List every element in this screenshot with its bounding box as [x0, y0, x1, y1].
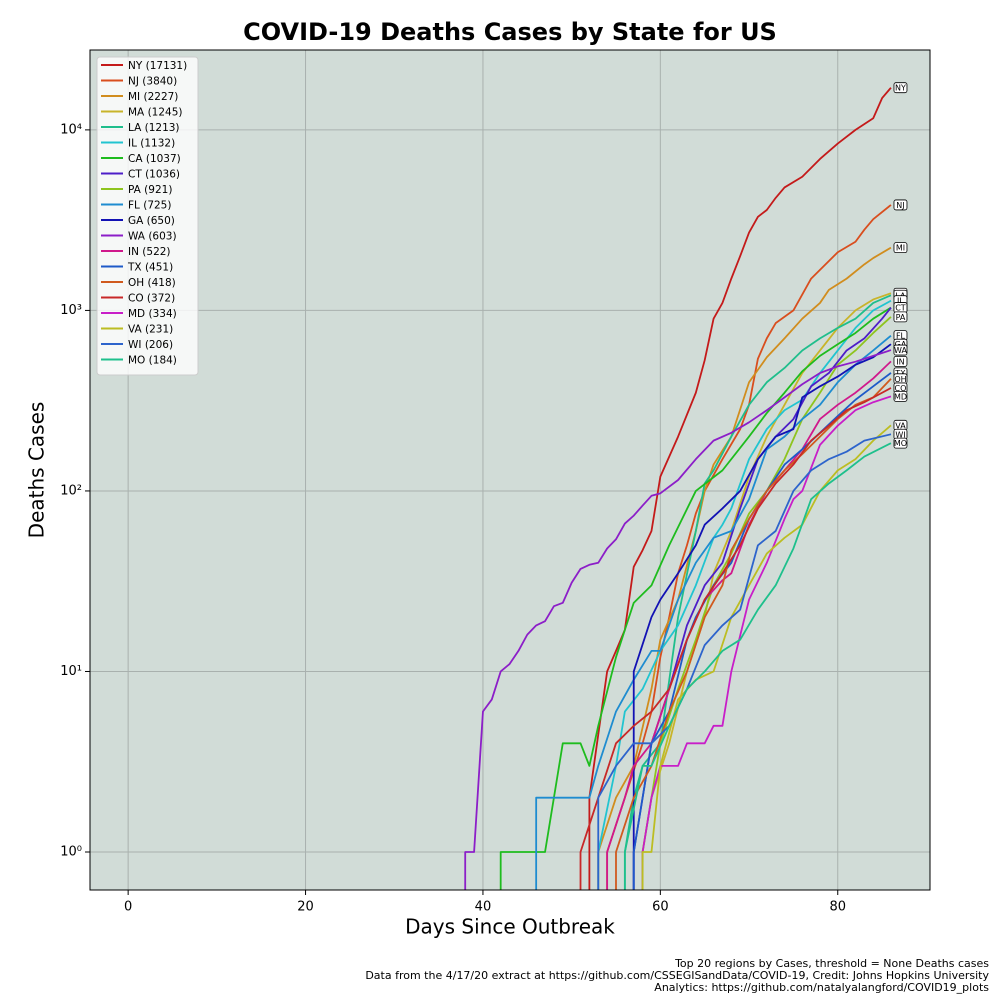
- legend-label: IN (522): [128, 246, 171, 258]
- end-label-text: MO: [894, 439, 907, 448]
- axes: 0 20 40 60 80 10⁰ 10¹ 10² 10³ 10⁴: [60, 122, 846, 914]
- end-label-text: CT: [895, 304, 906, 313]
- plot-background: [90, 50, 930, 890]
- end-label: FL: [893, 330, 908, 342]
- series-line: [606, 360, 892, 890]
- end-label-text: IN: [896, 357, 904, 366]
- end-labels: NYNJMIMALAILCACTPAFLGAWAINTXOHCOMDVAWIMO: [893, 82, 908, 449]
- end-label-text: MD: [894, 392, 907, 401]
- y-tick-label: 10²: [60, 483, 82, 498]
- series-line: [641, 316, 892, 890]
- series-line: [615, 378, 892, 890]
- end-label-text: TX: [894, 369, 906, 378]
- end-label-text: VA: [895, 421, 906, 430]
- legend-label: MI (2227): [128, 91, 178, 103]
- legend-label: VA (231): [128, 324, 173, 336]
- legend-label: MD (334): [128, 308, 177, 320]
- end-label-box: [893, 199, 908, 211]
- plot-frame: [89, 49, 931, 891]
- end-label: PA: [893, 311, 908, 323]
- legend-label: WA (603): [128, 231, 177, 243]
- y-tick-label: 10¹: [60, 664, 82, 679]
- end-label-box: [893, 82, 908, 94]
- series-line: [623, 442, 892, 890]
- series-line: [632, 343, 892, 890]
- end-label-text: OH: [894, 375, 906, 384]
- footnote: Analytics: https://github.com/natalyalan…: [654, 981, 989, 994]
- end-label: NJ: [893, 199, 908, 211]
- series-line: [606, 204, 892, 890]
- legend-label: MO (184): [128, 355, 177, 367]
- legend-label: LA (1213): [128, 122, 180, 134]
- end-label: WI: [893, 428, 908, 440]
- y-axis-label: Deaths Cases: [25, 402, 49, 539]
- end-label: NY: [893, 82, 908, 94]
- legend-label: CO (372): [128, 293, 175, 305]
- y-tick-label: 10⁰: [60, 845, 82, 860]
- x-tick-label: 80: [829, 900, 846, 915]
- end-label-text: PA: [896, 313, 906, 322]
- series-line: [464, 349, 892, 890]
- end-label: MD: [893, 390, 908, 402]
- x-tick-label: 20: [297, 900, 314, 915]
- end-label: VA: [893, 419, 908, 431]
- x-axis-label: Days Since Outbreak: [405, 915, 615, 939]
- legend-label: CA (1037): [128, 153, 181, 165]
- end-label-text: WA: [894, 346, 907, 355]
- legend-label: OH (418): [128, 277, 176, 289]
- legend-label: NY (17131): [128, 60, 187, 72]
- end-label-box: [893, 437, 908, 449]
- end-label-text: CO: [895, 384, 907, 393]
- x-tick-label: 0: [124, 900, 132, 915]
- end-label: WA: [893, 344, 908, 356]
- series-line: [588, 87, 892, 890]
- end-label: OH: [893, 373, 908, 385]
- legend-box: [96, 56, 199, 376]
- end-label-text: WI: [895, 430, 905, 439]
- legend-label: CT (1036): [128, 169, 180, 181]
- end-label-box: [893, 242, 908, 254]
- footnote: Data from the 4/17/20 extract at https:/…: [365, 969, 989, 982]
- footnote: Top 20 regions by Cases, threshold = Non…: [674, 957, 989, 970]
- series-line: [597, 433, 892, 890]
- series-line: [597, 299, 892, 890]
- legend-label: TX (451): [127, 262, 173, 274]
- y-tick-label: 10³: [60, 303, 82, 318]
- series-line: [499, 306, 892, 890]
- legend: NY (17131) NJ (3840) MI (2227) MA (1245) LA …: [96, 56, 199, 376]
- legend-label: FL (725): [128, 200, 171, 212]
- end-label: CT: [893, 302, 908, 314]
- x-tick-label: 40: [475, 900, 492, 915]
- series-line: [579, 387, 892, 890]
- end-label-box: [893, 311, 908, 323]
- legend-label: GA (650): [128, 215, 175, 227]
- end-label-text: NJ: [896, 201, 904, 210]
- legend-label: MA (1245): [128, 107, 183, 119]
- legend-label: PA (921): [128, 184, 172, 196]
- y-tick-label: 10⁴: [60, 122, 82, 137]
- end-label: MI: [893, 242, 908, 254]
- end-label-text: NY: [895, 84, 906, 93]
- end-label-text: MI: [896, 244, 905, 253]
- series-line: [535, 334, 892, 890]
- x-tick-label: 60: [652, 900, 669, 915]
- end-label-text: FL: [896, 332, 906, 341]
- series-line: [641, 424, 892, 890]
- end-label-box: [893, 355, 908, 367]
- legend-label: IL (1132): [128, 138, 175, 150]
- end-label: MO: [893, 437, 908, 449]
- end-label-box: [893, 390, 908, 402]
- legend-label: NJ (3840): [128, 76, 177, 88]
- series-line: [641, 395, 892, 890]
- end-label-box: [893, 344, 908, 356]
- lines: [464, 87, 892, 890]
- legend-label: WI (206): [128, 339, 173, 351]
- end-label: IN: [893, 355, 908, 367]
- chart-title: COVID-19 Deaths Cases by State for US: [243, 18, 777, 46]
- end-label-text: IL: [897, 297, 904, 306]
